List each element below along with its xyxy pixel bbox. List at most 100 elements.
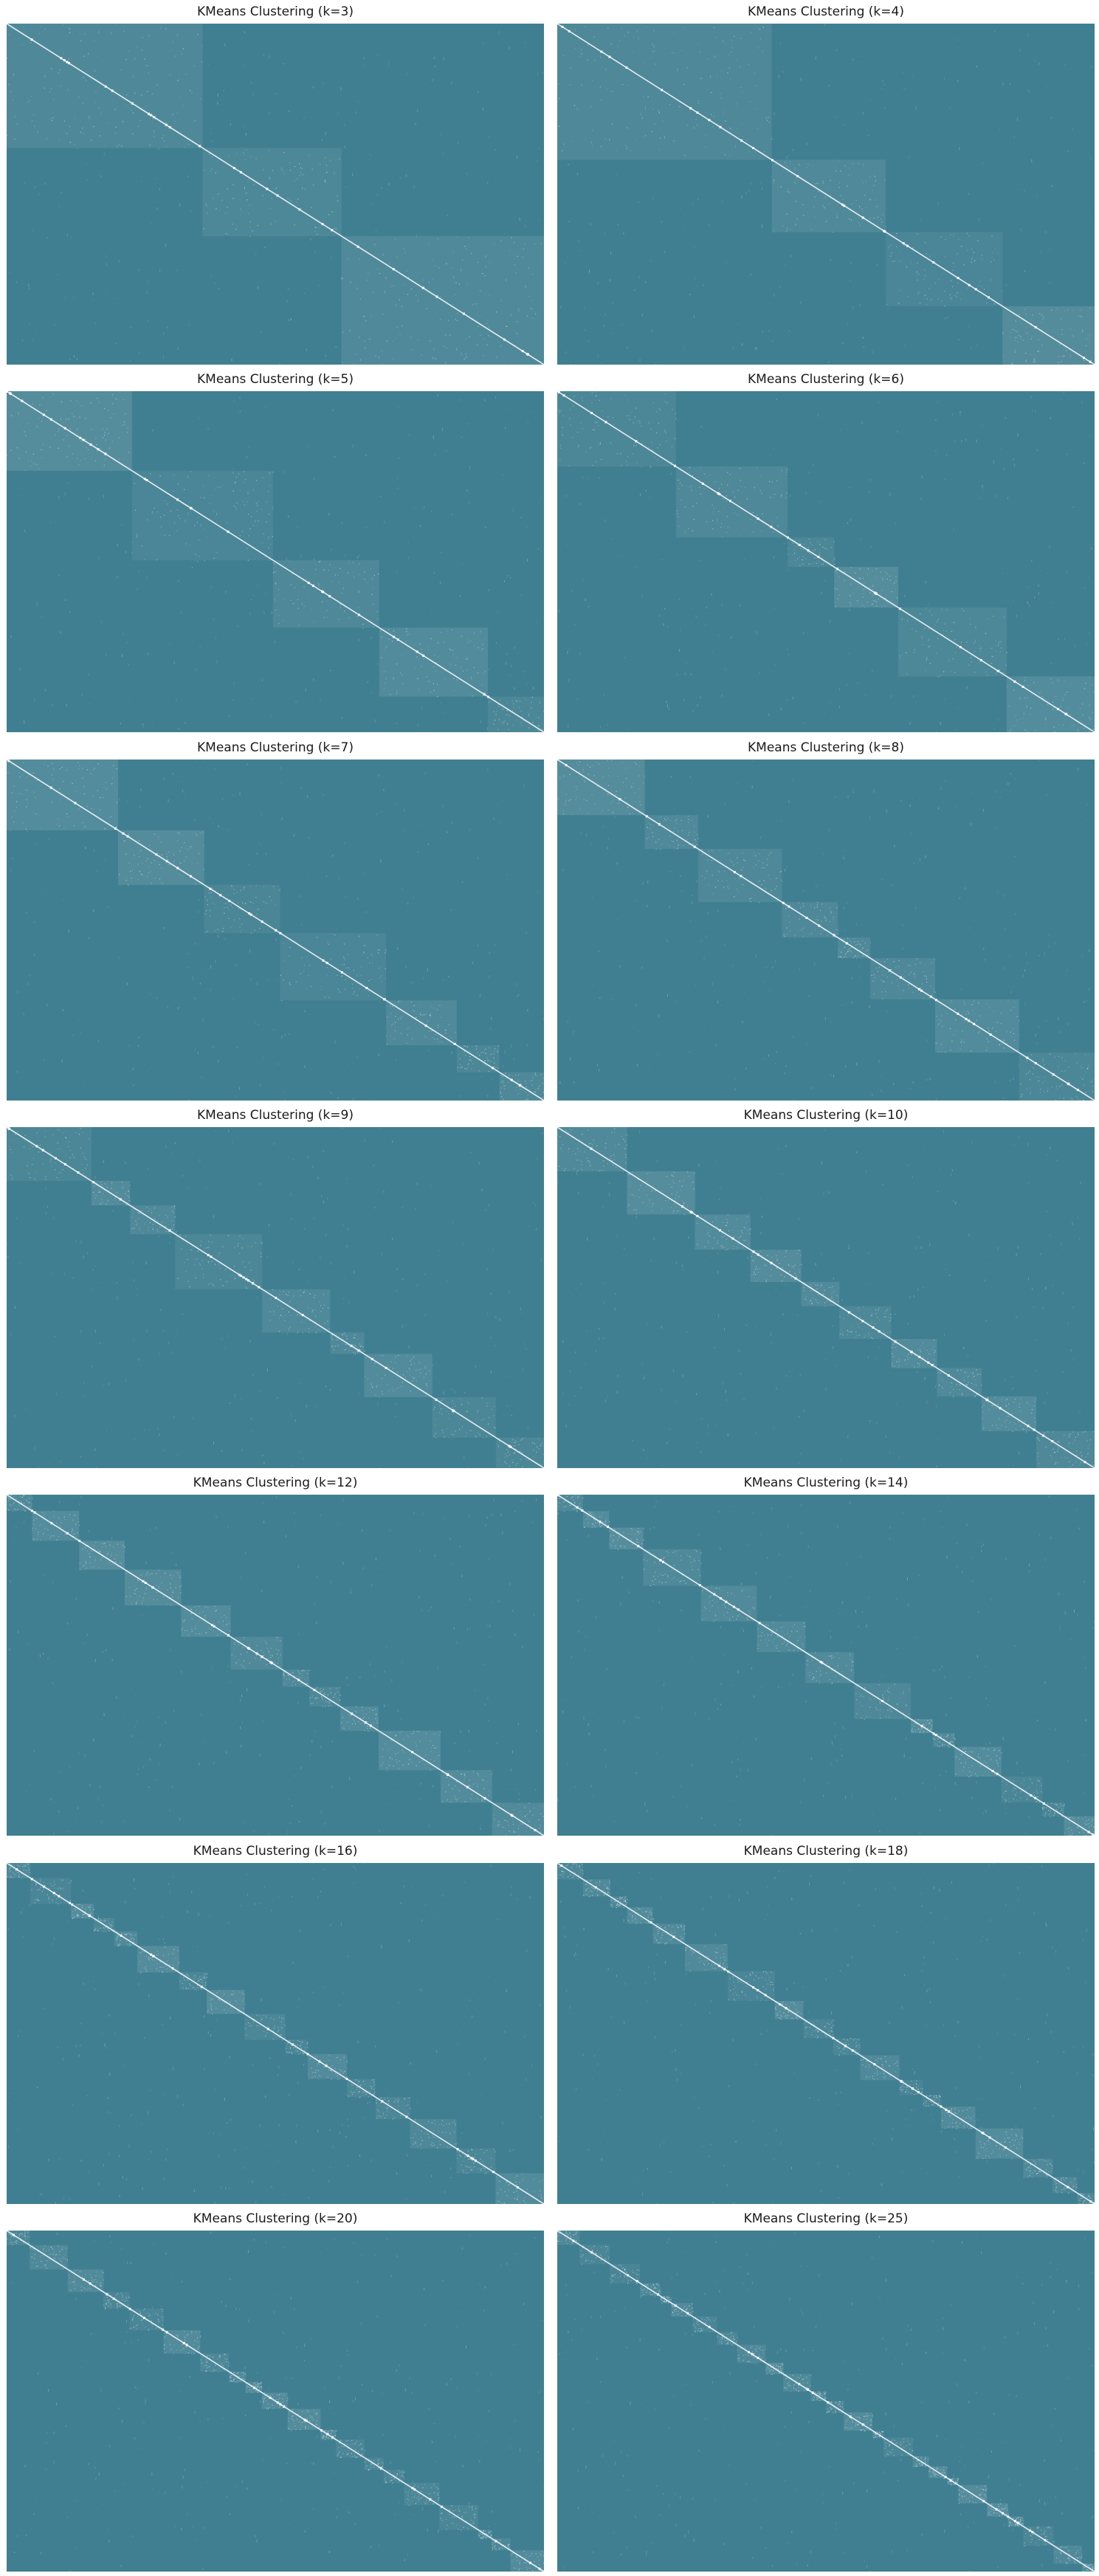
similarity-cell [862,210,864,212]
similarity-cell [705,624,706,626]
diagonal-highlight [155,853,158,856]
similarity-cell [559,444,561,446]
similarity-cell [954,1008,956,1010]
similarity-cell [862,947,864,948]
similarity-cell [937,1051,939,1053]
similarity-cell [249,227,251,229]
similarity-cell [307,795,309,798]
similarity-cell [713,513,714,514]
similarity-cell [927,298,929,300]
similarity-cell [974,639,976,643]
similarity-cell [106,1186,108,1188]
similarity-cell [283,152,285,154]
similarity-cell [965,1019,967,1021]
similarity-cell [1062,355,1064,357]
similarity-cell [862,337,864,339]
similarity-cell [314,250,316,252]
similarity-cell [615,816,616,818]
similarity-cell [934,991,936,993]
similarity-cell [53,98,55,100]
similarity-cell [17,1131,18,1132]
similarity-cell [853,938,855,940]
similarity-cell [726,854,728,855]
similarity-cell [104,432,106,433]
similarity-cell [543,1011,544,1013]
similarity-cell [865,207,867,208]
similarity-cell [301,924,302,926]
similarity-cell [198,943,199,945]
similarity-cell [1038,62,1040,65]
similarity-cell [999,651,1001,652]
similarity-cell [980,497,982,499]
similarity-cell [206,205,207,207]
similarity-cell [870,545,872,548]
similarity-cell [69,1150,71,1151]
similarity-cell [156,997,158,999]
similarity-cell [133,1084,134,1086]
similarity-cell [929,663,931,664]
similarity-cell [195,997,196,999]
similarity-cell [712,126,714,128]
diagonal-highlight [674,464,676,467]
diagonal-highlight [189,506,192,509]
similarity-cell [128,862,130,864]
similarity-cell [712,528,714,530]
similarity-cell [28,283,30,287]
similarity-cell [469,1050,471,1053]
similarity-cell [847,323,848,325]
similarity-cell [982,425,983,427]
similarity-cell [160,841,162,843]
similarity-cell [168,851,170,853]
chart-title: KMeans Clustering (k=5) [197,372,354,387]
similarity-cell [982,808,984,812]
similarity-cell [896,979,898,980]
similarity-cell [506,702,508,703]
similarity-cell [235,964,236,966]
similarity-cell [861,955,864,957]
diagonal-highlight [635,440,638,443]
similarity-cell [1014,330,1016,331]
similarity-cell [510,716,511,717]
similarity-cell [103,464,105,466]
similarity-cell [396,570,398,573]
similarity-cell [1017,331,1019,332]
diagonal-highlight [503,338,506,341]
similarity-cell [858,163,859,165]
similarity-cell [308,596,309,597]
similarity-cell [294,166,296,168]
similarity-cell [1089,307,1090,309]
similarity-cell [869,176,871,179]
similarity-cell [1039,1076,1041,1078]
similarity-cell [148,72,149,74]
similarity-cell [424,772,426,775]
similarity-cell [1058,679,1060,681]
similarity-cell [686,67,688,69]
similarity-cell [610,493,612,495]
similarity-cell [822,564,824,565]
similarity-cell [310,238,311,241]
similarity-cell [779,42,781,45]
similarity-cell [898,960,900,962]
similarity-cell [814,549,816,551]
similarity-cell [658,1014,659,1018]
similarity-cell [940,236,942,238]
similarity-cell [887,332,889,334]
similarity-cell [971,661,972,663]
similarity-cell [457,236,458,238]
similarity-cell [625,461,627,463]
similarity-cell [688,528,689,529]
diagonal-highlight [1089,360,1092,363]
similarity-cell [377,193,378,196]
similarity-cell [836,588,838,590]
similarity-cell [768,122,770,123]
similarity-cell [486,344,488,346]
similarity-cell [471,676,472,680]
similarity-cell [493,1053,495,1055]
diagonal-highlight [918,988,920,991]
similarity-cell [514,647,515,649]
similarity-cell [278,1295,279,1297]
similarity-cell [460,594,461,597]
similarity-cell [881,878,883,880]
similarity-cell [252,525,254,526]
diagonal-highlight [143,478,146,481]
